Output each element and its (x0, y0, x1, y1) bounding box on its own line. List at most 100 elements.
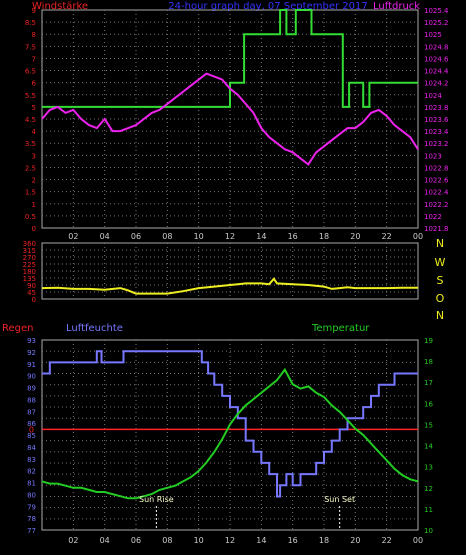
y-tick-label: 1024.2 (424, 80, 449, 88)
humidity-axis-ticks: 77 78 79 80 81 82 83 84 85 86 87 88 89 90 91 92 93 (27, 337, 36, 535)
x-tick-label: 10 (194, 536, 204, 545)
y-tick-label: 83 (27, 456, 36, 464)
y-tick-label: 84 (27, 444, 36, 452)
rain-axis-title: Regen (2, 323, 34, 334)
y-tick-label: 1022 (424, 213, 442, 221)
y-tick-label: 1022.8 (424, 164, 449, 172)
y-tick-label: 3 (32, 152, 36, 160)
x-tick-label: 22 (382, 536, 392, 545)
y-tick-label: 16 (424, 400, 433, 408)
y-tick-label: 4.5 (25, 116, 36, 124)
y-tick-label: 5.5 (25, 92, 36, 100)
y-tick-label: 1021.8 (424, 225, 449, 233)
y-tick-label: 13 (424, 464, 433, 472)
x-tick-label: 00 (413, 232, 423, 241)
y-tick-label: 87 (27, 408, 36, 416)
x-tick-label: 16 (288, 232, 298, 241)
chart-title: 24-hour graph day, 07 September 2017 (168, 1, 367, 12)
top-x-axis-ticks: 02 04 06 08 10 12 14 16 18 20 22 00 (68, 232, 423, 241)
sunset-label: Sun Set (324, 495, 355, 504)
y-tick-label: 135 (23, 275, 36, 283)
y-tick-label: 80 (27, 491, 36, 499)
y-tick-label: 0 (32, 225, 36, 233)
y-tick-label: 1.5 (25, 189, 36, 197)
y-tick-label: 17 (424, 379, 433, 387)
y-tick-label: 19 (424, 337, 433, 345)
y-tick-label: 1 (32, 201, 36, 209)
y-tick-label: 1023.2 (424, 140, 449, 148)
x-tick-label: 08 (162, 232, 172, 241)
y-tick-label: 0.5 (25, 213, 36, 221)
y-tick-label: 92 (27, 349, 36, 357)
y-tick-label: 81 (27, 480, 36, 488)
y-tick-label: 2.5 (25, 164, 36, 172)
y-tick-label: 4 (32, 128, 37, 136)
rain-axis-tick: 0 (29, 425, 34, 434)
y-tick-label: 315 (23, 247, 36, 255)
y-tick-label: 270 (23, 254, 36, 262)
y-tick-label: 1024.4 (424, 68, 449, 76)
y-tick-label: 77 (27, 527, 36, 535)
y-tick-label: 3.5 (25, 140, 36, 148)
y-tick-label: 1024.6 (424, 55, 449, 63)
wind-axis-title: Windstärke (32, 1, 88, 12)
y-tick-label: 6 (32, 80, 37, 88)
sunrise-label: Sun Rise (139, 495, 174, 504)
y-tick-label: 1023.4 (424, 128, 449, 136)
compass-letter-w: W (435, 256, 446, 269)
wind-axis-ticks: 0 0.5 1 1.5 2 2.5 3 3.5 4 4.5 5 5.5 6 6.5 7 7.5 8 8.5 9 (25, 7, 37, 233)
x-tick-label: 10 (194, 232, 204, 241)
y-tick-label: 10 (424, 527, 433, 535)
x-tick-label: 16 (288, 536, 298, 545)
y-tick-label: 82 (27, 468, 36, 476)
y-tick-label: 90 (27, 282, 36, 290)
temperature-axis-title: Temperatur (311, 323, 370, 334)
x-tick-label: 02 (68, 232, 78, 241)
x-tick-label: 02 (68, 536, 78, 545)
y-tick-label: 5 (32, 104, 36, 112)
y-tick-label: 180 (23, 268, 36, 276)
y-tick-label: 1024 (424, 92, 442, 100)
y-tick-label: 1022.6 (424, 177, 449, 185)
y-tick-label: 1023 (424, 152, 442, 160)
series-line-wind (42, 9, 418, 108)
y-tick-label: 360 (23, 240, 36, 248)
y-tick-label: 1023.6 (424, 116, 449, 124)
y-tick-label: 79 (27, 503, 36, 511)
x-tick-label: 06 (131, 232, 141, 241)
y-tick-label: 225 (23, 261, 36, 269)
y-tick-label: 93 (27, 337, 36, 345)
y-tick-label: 90 (27, 373, 36, 381)
x-tick-label: 04 (100, 536, 110, 545)
compass-letter-s: S (437, 274, 444, 287)
y-tick-label: 0 (32, 296, 36, 304)
compass-letter-n-bottom: N (436, 309, 444, 322)
series-line-pressure (41, 72, 419, 166)
x-tick-label: 20 (350, 232, 360, 241)
x-tick-label: 12 (225, 232, 235, 241)
y-tick-label: 86 (27, 420, 36, 428)
y-tick-label: 85 (27, 432, 36, 440)
y-tick-label: 7 (32, 55, 36, 63)
x-tick-label: 06 (131, 536, 141, 545)
y-tick-label: 1024.8 (424, 43, 449, 51)
series-line-temperature (41, 367, 419, 500)
y-tick-label: 88 (27, 396, 36, 404)
x-tick-label: 04 (100, 232, 110, 241)
y-tick-label: 1025 (424, 31, 442, 39)
y-tick-label: 7.5 (25, 43, 36, 51)
y-tick-label: 9 (32, 7, 36, 15)
y-tick-label: 11 (424, 506, 433, 514)
x-tick-label: 14 (256, 536, 266, 545)
y-tick-label: 15 (424, 421, 433, 429)
humidity-axis-title: Luftfeuchte (66, 323, 123, 334)
y-tick-label: 1023.8 (424, 104, 449, 112)
bottom-x-axis-ticks: 02 04 06 08 10 12 14 16 18 20 22 00 (68, 536, 423, 545)
y-tick-label: 18 (424, 358, 433, 366)
series-line-direction (41, 277, 418, 295)
compass-letter-o: O (436, 292, 445, 305)
y-tick-label: 6.5 (25, 68, 36, 76)
pressure-axis-title: Luftdruck (373, 1, 420, 12)
